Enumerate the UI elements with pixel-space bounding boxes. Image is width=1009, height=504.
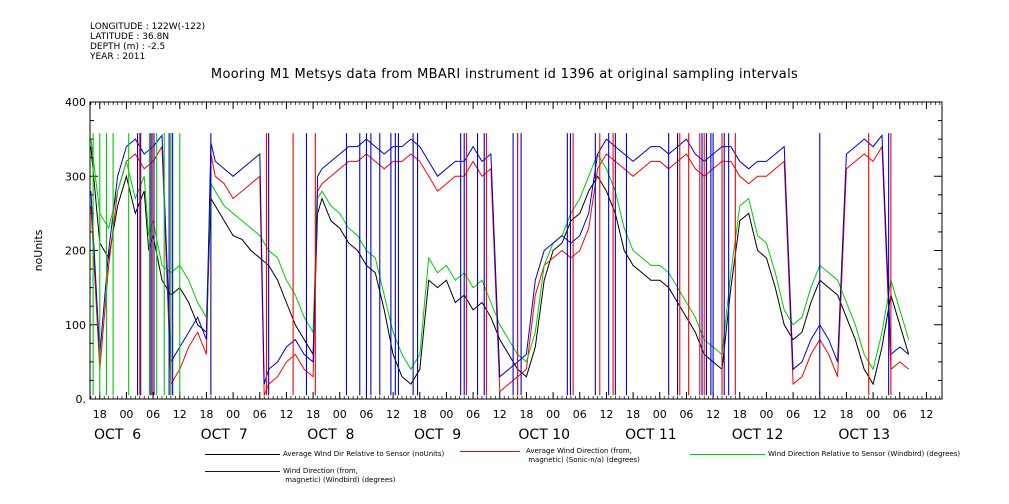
x-tick-label: 18 [413, 408, 427, 421]
x-tick-label: 06 [679, 408, 693, 421]
x-date-label: OCT 9 [414, 427, 461, 443]
legend-swatch-black [205, 454, 280, 455]
y-tick-label: 300 [65, 170, 86, 183]
line-chart: 18 00 06 12 18 00 06 12 18 00 06 12 18 00 06 12 18 00 06 12… [32, 96, 943, 443]
x-tick-label: 00 [759, 408, 773, 421]
x-tick-label: 18 [306, 408, 320, 421]
y-tick-label: 200 [65, 245, 86, 258]
x-tick-label: 06 [466, 408, 480, 421]
x-tick-label: 18 [733, 408, 747, 421]
x-tick-label: 06 [786, 408, 800, 421]
y-tick-label: 400 [65, 96, 86, 109]
x-tick-label: 00 [866, 408, 880, 421]
chart-title: Mooring M1 Metsys data from MBARI instru… [210, 67, 799, 82]
legend-swatch-green [690, 454, 765, 455]
legend-label-blue: Wind Direction (from, magnetic) (Windbir… [283, 467, 396, 484]
x-tick-label: 18 [626, 408, 640, 421]
x-tick-label: 18 [93, 408, 107, 421]
latitude-text: LATITUDE : 36.8N [90, 32, 170, 42]
x-date-label: OCT 11 [625, 427, 677, 443]
legend-label-green: Wind Direction Relative to Sensor (Windb… [768, 450, 961, 458]
series-line-2 [90, 139, 910, 371]
x-tick-label: 06 [573, 408, 587, 421]
x-tick-label: 00 [333, 408, 347, 421]
x-date-label: OCT 6 [94, 427, 141, 443]
depth-text: DEPTH (m) : -2.5 [90, 42, 166, 52]
legend-swatch-blue [205, 471, 280, 472]
x-tick-label: 18 [519, 408, 533, 421]
x-tick-label: 12 [706, 408, 720, 421]
legend-black: Average Wind Dir Relative to Sensor (noU… [205, 449, 465, 461]
legend-green: Wind Direction Relative to Sensor (Windb… [690, 449, 990, 461]
x-date-label: OCT 8 [307, 427, 354, 443]
y-tick-label: 100 [65, 319, 86, 332]
x-date-label: OCT 10 [518, 427, 570, 443]
legend-swatch-red [460, 451, 520, 452]
x-tick-label: 06 [893, 408, 907, 421]
x-tick-label: 00 [546, 408, 560, 421]
x-tick-label: 18 [839, 408, 853, 421]
plot-frame [89, 101, 943, 400]
metadata-block: LONGITUDE : 122W(-122) LATITUDE : 36.8N … [90, 22, 205, 62]
x-date-label: OCT 7 [201, 427, 248, 443]
x-date-label: OCT 12 [732, 427, 784, 443]
x-tick-label: 18 [199, 408, 213, 421]
y-tick-label: 0. [76, 393, 87, 406]
legend-label-black: Average Wind Dir Relative to Sensor (noU… [283, 450, 445, 458]
x-tick-label: 12 [919, 408, 933, 421]
x-tick-label: 00 [439, 408, 453, 421]
legend-label-red: Average Wind Direction (from, magnetic) … [526, 447, 640, 464]
x-tick-label: 12 [173, 408, 187, 421]
x-date-label: OCT 13 [838, 427, 890, 443]
legend-red: Average Wind Direction (from, magnetic) … [460, 446, 690, 466]
series-line-3 [90, 134, 910, 385]
x-tick-label: 06 [146, 408, 160, 421]
x-tick-label: 12 [386, 408, 400, 421]
x-tick-label: 00 [653, 408, 667, 421]
x-tick-label: 06 [359, 408, 373, 421]
x-tick-label: 12 [493, 408, 507, 421]
x-tick-label: 12 [813, 408, 827, 421]
x-tick-label: 00 [226, 408, 240, 421]
longitude-text: LONGITUDE : 122W(-122) [90, 22, 206, 32]
x-tick-label: 12 [279, 408, 293, 421]
x-tick-label: 00 [119, 408, 133, 421]
legend-blue: Wind Direction (from, magnetic) (Windbir… [205, 466, 465, 486]
year-text: YEAR : 2011 [90, 52, 146, 62]
y-axis-label: noUnits [32, 229, 45, 271]
x-tick-label: 12 [599, 408, 613, 421]
x-tick-label: 06 [253, 408, 267, 421]
